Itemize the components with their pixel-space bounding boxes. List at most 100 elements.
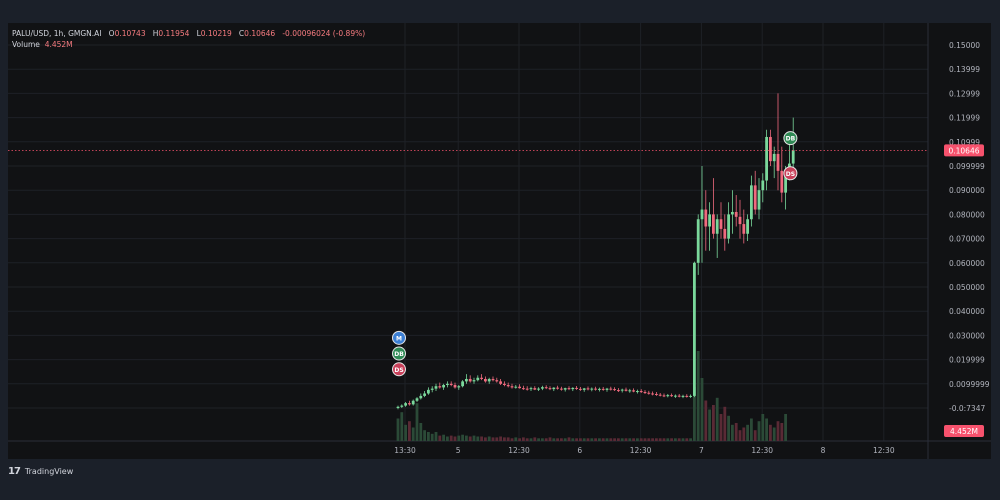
volume-bar [742,427,746,441]
volume-row: Volume 4.452M [12,39,365,50]
candle-body [723,228,727,239]
y-tick-label: 0.10999 [949,138,980,147]
last-price-tag [944,144,984,157]
volume-bar [651,438,654,441]
candle-body [696,219,700,263]
volume-bar [442,434,445,441]
candle-body [636,391,639,393]
candle-body [738,216,742,225]
candle-body [662,395,666,397]
price-chart[interactable]: 0.15000 0.13999 0.12999 0.11999 0.10999 0.099… [8,23,991,459]
tradingview-footer[interactable]: 17 TradingView [8,464,73,478]
candle-body [651,393,654,395]
candle-body [742,224,746,234]
volume-bar [529,438,533,441]
marker-ds: DS [392,362,406,377]
candle-body [765,136,768,181]
candle-body [674,395,677,397]
last-price-label: 0.10646 [948,146,979,155]
volume-bar [430,433,434,441]
x-tick-label: 6 [577,446,582,455]
volume-bar [700,378,704,441]
volume-bar [419,423,423,441]
volume-bar [476,436,480,441]
candle-body [487,378,491,382]
candle-body [655,393,658,395]
candle-body [750,185,753,220]
volume-bar [522,437,525,441]
open-label: O [108,29,115,38]
volume-bar [575,438,578,441]
volume-bar [427,432,430,441]
candle-body [734,211,738,217]
y-tick-label: 0.099999 [949,162,985,171]
volume-bar [411,427,415,441]
candle-body [514,386,518,388]
marker-label: DB [394,351,404,358]
candle-body [423,393,426,396]
marker-ds: DS [783,166,798,181]
volume-bar [408,421,411,441]
candle-body [491,378,495,381]
candle-body [590,388,594,390]
volume-bar [643,438,647,441]
volume-bar [719,414,723,441]
volume-bar [514,437,518,441]
volume-bar [491,437,495,441]
candle-body [499,381,502,384]
change-value: -0.00096024 (-0.89%) [282,29,366,38]
candle-body [769,136,772,162]
x-tick-label: 12:30 [751,446,773,455]
volume-value: 4.452M [44,40,73,49]
volume-bar [772,427,776,441]
volume-bar [518,438,521,441]
close-value: 0.10646 [244,29,276,38]
candle-body [434,386,438,389]
marker-label: DS [394,367,403,374]
marker-circle [392,362,406,377]
volume-bar [780,423,784,441]
volume-bar [628,438,632,441]
volume-bar [480,436,483,441]
last-volume-label: 4.452M [950,427,978,436]
candle-body [598,388,601,390]
candle-body [442,385,445,388]
candle-body [544,387,548,389]
candle-body [582,388,586,390]
candle-body [461,381,464,387]
x-tick-label: 13:30 [394,446,416,455]
low-label: L [196,29,201,38]
high-value: 0.11954 [158,29,190,38]
candle-body [647,392,651,394]
candle-body [411,400,415,405]
y-tick-label: 0.11999 [949,114,980,123]
volume-bar [484,437,487,441]
ohlc-row: PALU/USD, 1h, GMGN.AI O0.10743 H0.11954 … [12,28,365,39]
y-tick-label: 0.13999 [949,65,980,74]
candle-body [537,388,540,390]
marker-circle [392,346,406,361]
candle-body [761,180,765,191]
x-tick-label: 7 [699,446,704,455]
volume-bar [769,424,772,441]
candle-body [601,388,605,390]
tradingview-logo-icon: 17 [8,465,21,477]
volume-bar [461,434,464,441]
open-value: 0.10743 [114,29,146,38]
marker-circle [783,166,798,181]
volume-bar [582,438,586,441]
volume-bar [601,438,605,441]
y-tick-label: 0.040000 [949,307,985,316]
volume-bars [396,351,787,441]
volume-bar [465,435,468,441]
candle-body [438,386,442,388]
chart-frame[interactable]: 0.15000 0.13999 0.12999 0.11999 0.10999 0.099… [8,23,991,459]
volume-label: Volume [12,40,40,49]
volume-bar [685,438,689,441]
candle-body [476,377,480,381]
volume-bar [453,436,457,441]
candle-body [708,214,711,227]
candle-body [446,383,449,386]
marker-db: DB [783,131,798,146]
volume-bar [681,438,685,441]
